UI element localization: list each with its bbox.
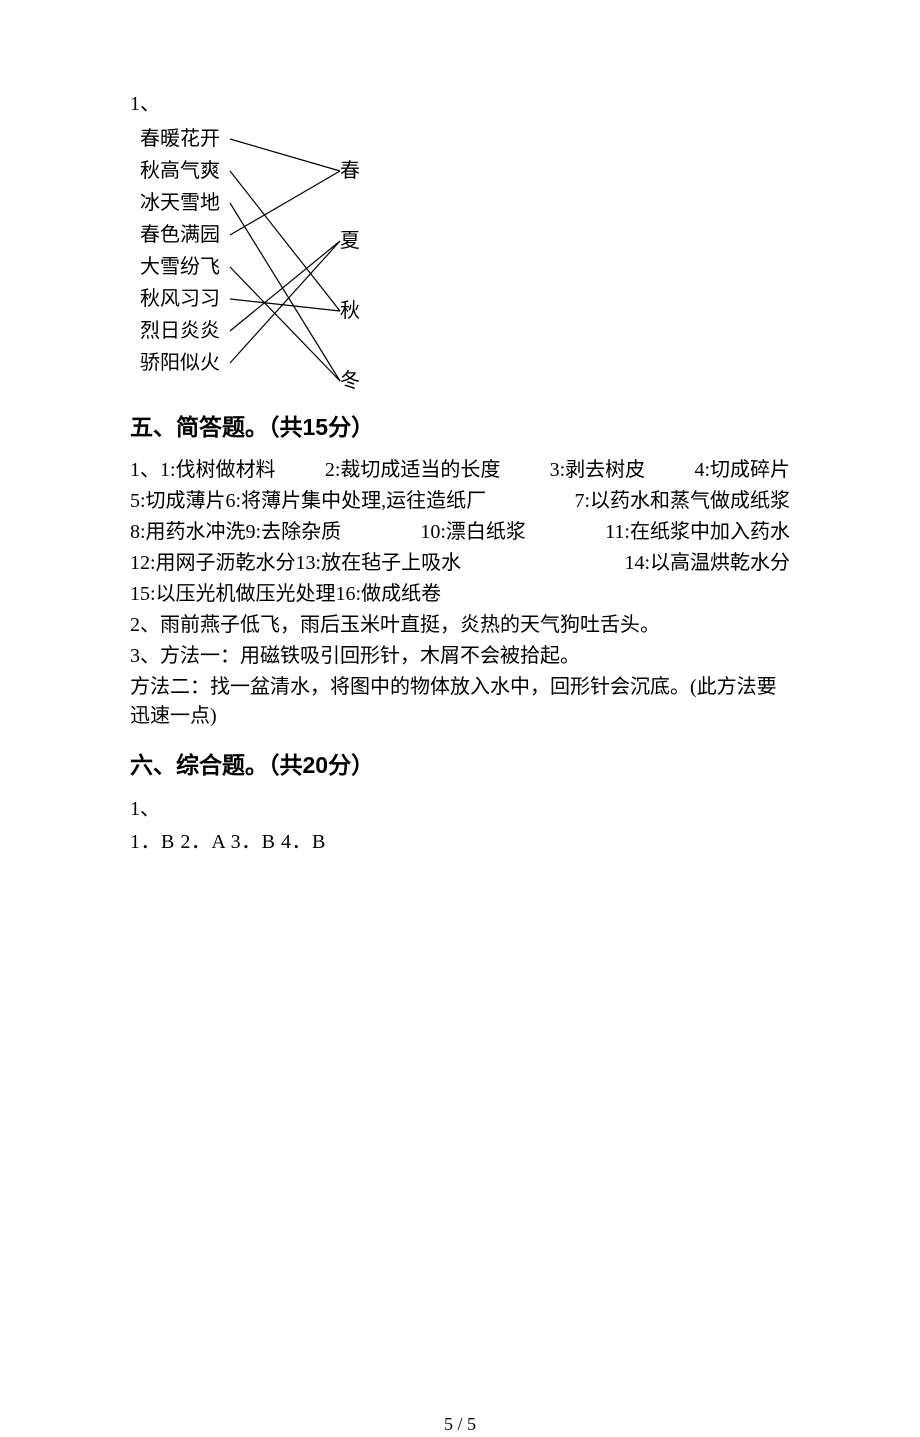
s5-q1-row: 5:切成薄片6:将薄片集中处理,运往造纸厂 7:以药水和蒸气做成纸浆: [130, 487, 790, 516]
cell: 8:用药水冲洗9:去除杂质: [130, 518, 341, 547]
s5-q2: 2、雨前燕子低飞，雨后玉米叶直挺，炎热的天气狗吐舌头。: [130, 611, 790, 640]
s5-q1: 1、1:伐树做材料 2:裁切成适当的长度 3:剥去树皮 4:切成碎片 5:切成薄…: [130, 456, 790, 609]
cell: 3:剥去树皮: [550, 456, 646, 485]
matching-lines: [130, 123, 370, 393]
q4-label: 1、: [130, 90, 790, 119]
section-6-title: 六、综合题。（共20分）: [130, 749, 790, 782]
section-5-title: 五、简答题。（共15分）: [130, 411, 790, 444]
page-footer: 5 / 5: [130, 1411, 790, 1437]
cell: 11:在纸浆中加入药水: [605, 518, 790, 547]
cell: 5:切成薄片6:将薄片集中处理,运往造纸厂: [130, 487, 486, 516]
s6-q1-answers: 1．B 2．A 3．B 4．B: [130, 828, 790, 857]
cell: 4:切成碎片: [694, 456, 790, 485]
matching-diagram: 春暖花开 秋高气爽 冰天雪地 春色满园 大雪纷飞 秋风习习 烈日炎炎 骄阳似火 …: [130, 123, 790, 393]
cell: 10:漂白纸浆: [420, 518, 526, 547]
cell: 12:用网子沥乾水分13:放在毡子上吸水: [130, 549, 461, 578]
s6-q1-label: 1、: [130, 795, 790, 824]
s5-q3-line2: 方法二：找一盆清水，将图中的物体放入水中，回形针会沉底。(此方法要迅速一点): [130, 673, 790, 731]
s5-q1-row: 12:用网子沥乾水分13:放在毡子上吸水 14:以高温烘乾水分: [130, 549, 790, 578]
s5-q1-row: 8:用药水冲洗9:去除杂质 10:漂白纸浆 11:在纸浆中加入药水: [130, 518, 790, 547]
cell: 1、1:伐树做材料: [130, 456, 276, 485]
cell: 2:裁切成适当的长度: [325, 456, 501, 485]
cell: 7:以药水和蒸气做成纸浆: [574, 487, 790, 516]
s5-q1-row: 1、1:伐树做材料 2:裁切成适当的长度 3:剥去树皮 4:切成碎片: [130, 456, 790, 485]
cell: 14:以高温烘乾水分: [624, 549, 790, 578]
s5-q1-row: 15:以压光机做压光处理16:做成纸卷: [130, 580, 790, 609]
s5-q3-line1: 3、方法一：用磁铁吸引回形针，木屑不会被拾起。: [130, 642, 790, 671]
